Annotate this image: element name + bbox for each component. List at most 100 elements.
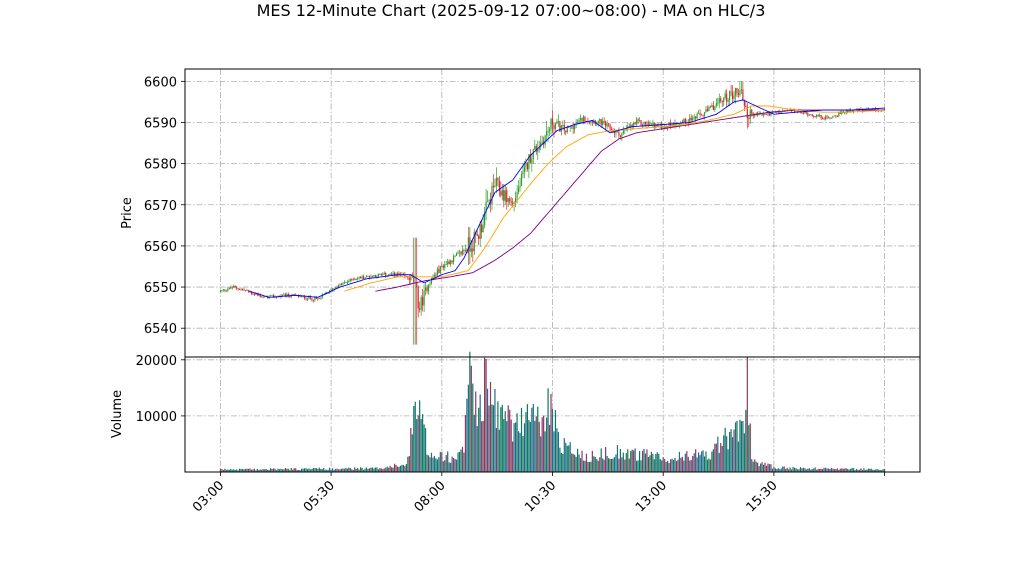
volume-bar <box>764 462 766 472</box>
volume-bar <box>698 452 700 472</box>
candle-body <box>538 147 540 150</box>
volume-bar <box>628 458 630 472</box>
volume-bar <box>776 468 778 472</box>
volume-bar <box>244 469 247 472</box>
volume-bar <box>624 459 626 472</box>
volume-bar <box>718 452 720 472</box>
candle-body <box>464 250 467 252</box>
candle-body <box>253 294 255 295</box>
candle-body <box>819 115 821 116</box>
volume-bar <box>329 467 331 472</box>
volume-bar <box>556 428 558 472</box>
volume-bar <box>286 468 288 472</box>
volume-bar <box>354 467 356 472</box>
volume-bar <box>695 449 697 472</box>
candle-body <box>365 275 368 278</box>
candle-body <box>515 198 517 203</box>
volume-bar <box>548 424 551 472</box>
volume-bar <box>401 464 403 472</box>
volume-bar <box>535 416 537 472</box>
volume-bar <box>296 469 298 472</box>
volume-bar <box>503 418 505 472</box>
candle-body <box>615 131 617 134</box>
volume-bar <box>523 423 526 472</box>
volume-bar <box>455 459 458 472</box>
volume-bar <box>643 448 645 472</box>
volume-bar <box>644 453 647 472</box>
candle-body <box>569 126 571 128</box>
volume-bar <box>537 406 539 472</box>
candle-body <box>448 261 450 265</box>
volume-bar <box>420 418 422 472</box>
volume-bar <box>841 468 843 472</box>
volume-bar <box>792 467 794 472</box>
volume-bar <box>237 470 239 472</box>
volume-bar <box>668 463 670 472</box>
candle-body <box>348 281 350 282</box>
volume-bar <box>436 459 438 472</box>
volume-bar <box>515 422 517 472</box>
price-tick-label: 6580 <box>144 158 177 173</box>
volume-bar <box>621 457 623 472</box>
volume-bar <box>550 393 552 472</box>
candle-body <box>494 186 496 188</box>
volume-bar <box>272 468 275 472</box>
volume-bar <box>484 357 486 472</box>
volume-bar <box>563 438 565 472</box>
volume-bar <box>444 460 446 472</box>
volume-bar <box>507 405 509 472</box>
volume-bar <box>767 463 769 472</box>
volume-bar <box>314 468 316 472</box>
candle-body <box>721 101 723 103</box>
candle-body <box>547 131 549 132</box>
candle-body <box>581 118 583 122</box>
volume-bar <box>848 469 850 472</box>
candle-body <box>351 278 353 280</box>
candle-body <box>221 290 223 291</box>
candle-body <box>689 117 691 123</box>
candle-body <box>463 250 465 251</box>
candle-body <box>706 109 709 112</box>
chart-title: MES 12-Minute Chart (2025-09-12 07:00~08… <box>257 1 766 20</box>
volume-bar <box>680 457 682 472</box>
candle-body <box>584 116 586 122</box>
volume-bar <box>649 455 651 472</box>
candle-body <box>385 272 387 276</box>
volume-bar <box>463 452 465 472</box>
candle-body <box>605 121 607 127</box>
volume-axis-label: Volume <box>110 390 125 438</box>
candle-body <box>817 115 819 116</box>
volume-bar <box>619 448 621 472</box>
candle-body <box>649 123 651 125</box>
candle-body <box>771 112 774 113</box>
x-axis: 03:00 05:30 08:00 10:30 13:00 15:30 <box>190 472 885 515</box>
candle-body <box>481 224 483 233</box>
candle-body <box>240 289 242 291</box>
volume-bar <box>414 401 416 472</box>
candle-body <box>327 292 329 294</box>
candle-body <box>572 125 574 130</box>
volume-bar <box>278 469 281 472</box>
candle-body <box>717 102 719 104</box>
volume-bar <box>835 469 837 472</box>
volume-bar <box>445 454 447 472</box>
volume-bar <box>320 468 322 472</box>
candle-body <box>872 108 874 110</box>
candle-body <box>393 272 396 275</box>
volume-bar <box>528 419 530 472</box>
volume-bar <box>829 468 831 472</box>
candle-body <box>231 287 233 289</box>
candle-body <box>225 290 227 292</box>
candle-body <box>507 198 509 203</box>
candle-body <box>357 278 359 280</box>
volume-bar <box>368 468 371 472</box>
volume-bar <box>270 468 272 472</box>
volume-bar <box>599 457 601 472</box>
volume-bar <box>760 463 762 472</box>
volume-bar <box>219 468 222 472</box>
volume-bar <box>842 468 844 472</box>
volume-bar <box>817 468 819 472</box>
volume-bar <box>399 465 402 472</box>
volume-bar <box>765 465 768 472</box>
candle-body <box>534 145 536 150</box>
